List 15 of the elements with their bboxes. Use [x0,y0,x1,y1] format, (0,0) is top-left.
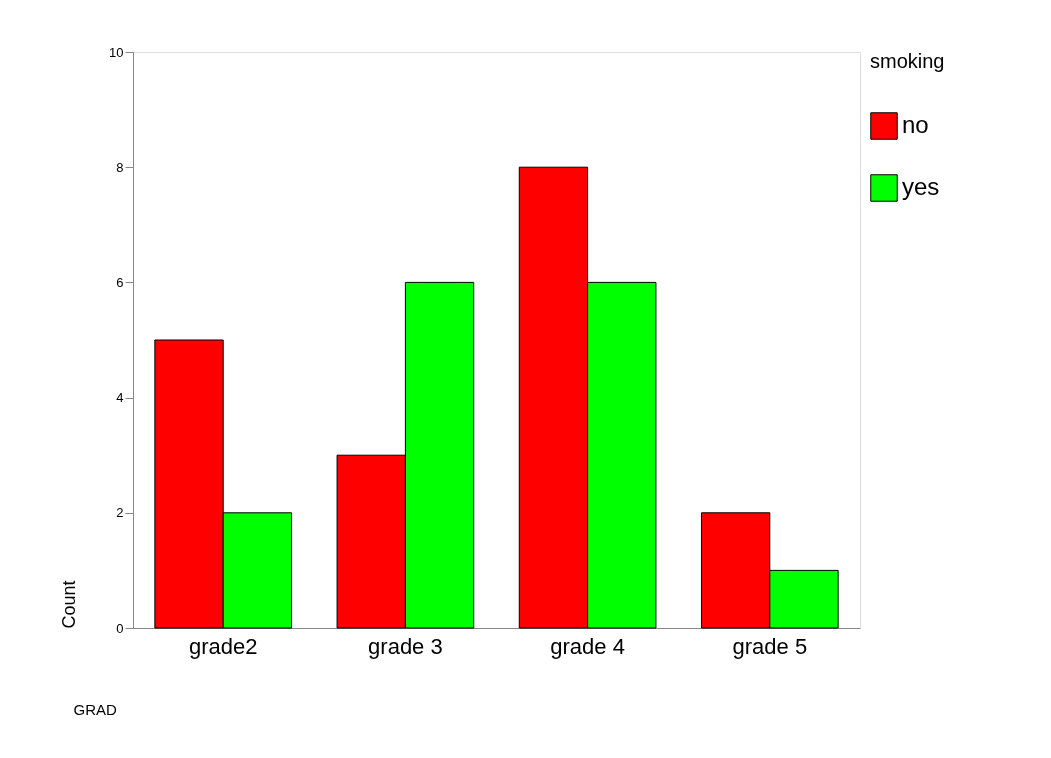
legend-label: no [902,111,929,138]
y-tick-label: 10 [109,44,124,60]
x-tick-label: grade 5 [732,633,808,659]
x-tick-label: grade 3 [368,633,443,659]
y-tick-label: 4 [116,390,124,406]
y-tick-label: 0 [116,620,124,636]
legend-label: yes [902,173,940,200]
y-axis-title: Count [59,580,80,629]
y-tick-label: 8 [116,159,124,175]
legend-title: smoking [870,50,945,72]
x-tick-label: grade2 [188,633,258,659]
x-axis-title: GRAD [73,700,117,718]
y-tick-label: 6 [116,274,124,290]
y-tick-label: 2 [116,505,124,521]
x-tick-label: grade 4 [550,633,625,659]
